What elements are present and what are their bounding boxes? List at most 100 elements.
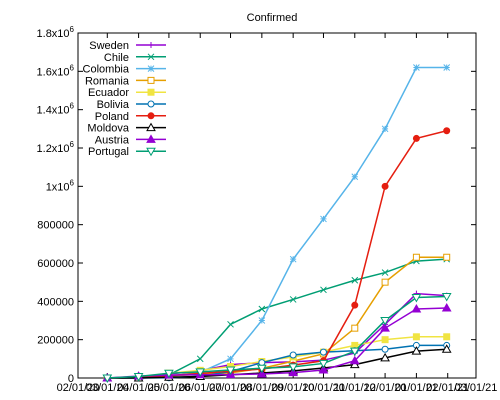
series-line: [107, 258, 447, 379]
x-tick-label: 07/01/20: [209, 382, 252, 394]
legend-label: Austria: [95, 134, 130, 146]
series-marker: [413, 64, 420, 71]
series-marker: [227, 355, 234, 363]
series-marker: [412, 253, 420, 261]
series-marker: [288, 363, 299, 372]
legend-label: Portugal: [88, 146, 129, 158]
series-marker: [146, 122, 156, 132]
legend-item-poland: Poland: [95, 111, 166, 123]
x-tick-label: 04/01/20: [117, 382, 160, 394]
legend-label: Romania: [85, 75, 130, 87]
series-marker: [256, 364, 267, 374]
series-marker: [381, 336, 389, 344]
series-marker: [441, 344, 452, 353]
legend: SwedenChileColombiaRomaniaEcuadorBolivia…: [83, 40, 166, 158]
series-marker: [380, 352, 390, 362]
x-tick-label: 02/01/20: [57, 382, 100, 394]
y-tick-label: 400000: [37, 296, 74, 308]
x-tick-label: 09/01/20: [272, 382, 315, 394]
series-line: [107, 348, 447, 379]
y-tick-label: 200000: [37, 335, 74, 347]
legend-item-ecuador: Ecuador: [88, 87, 166, 99]
series-marker: [225, 366, 236, 375]
x-tick-label: 01/01/21: [395, 382, 438, 394]
series-marker: [196, 355, 204, 363]
series-marker: [288, 367, 299, 377]
series-marker: [258, 317, 266, 324]
y-tick-label: 1.4x106: [37, 102, 75, 117]
legend-label: Colombia: [83, 64, 130, 76]
series-line: [107, 295, 447, 379]
legend-item-colombia: Colombia: [83, 64, 166, 76]
series-marker: [443, 127, 451, 135]
series-marker: [443, 333, 451, 341]
series-marker: [102, 374, 113, 384]
series-marker: [147, 65, 155, 72]
plot-frame: [77, 32, 477, 379]
series-marker: [195, 368, 206, 377]
series-marker: [147, 112, 155, 120]
series-marker: [412, 333, 420, 341]
series-marker: [318, 359, 329, 369]
series-marker: [381, 182, 389, 190]
y-tick-label: 1x106: [46, 178, 75, 193]
legend-item-moldova: Moldova: [87, 122, 166, 135]
series-portugal: [102, 293, 452, 384]
series-marker: [381, 269, 389, 276]
y-tick-label: 1.8x106: [37, 25, 75, 40]
y-axis: 0 200000 400000 600000 800000 1x106 1.2x106 1.4…: [37, 25, 476, 385]
series-marker: [380, 317, 390, 326]
series-marker: [147, 76, 155, 84]
series-marker: [164, 369, 174, 379]
series-marker: [411, 294, 422, 303]
series-marker: [412, 134, 420, 142]
series-marker: [318, 364, 329, 374]
series-marker: [351, 301, 359, 309]
series-marker: [148, 42, 154, 48]
series-marker: [381, 345, 389, 353]
series-layer: [102, 64, 452, 384]
series-marker: [147, 100, 155, 108]
series-marker: [381, 278, 389, 286]
series-marker: [443, 253, 451, 261]
chart-title: Confirmed: [247, 12, 298, 24]
legend-item-bolivia: Bolivia: [97, 99, 166, 111]
series-marker: [381, 125, 389, 133]
series-marker: [351, 276, 359, 284]
x-tick-label: 03/01/21: [455, 382, 498, 394]
series-marker: [147, 88, 155, 96]
legend-label: Chile: [104, 52, 129, 64]
y-tick-label: 0: [68, 373, 74, 385]
series-marker: [349, 355, 360, 365]
series-line: [107, 66, 447, 379]
series-marker: [289, 255, 297, 263]
series-marker: [320, 215, 327, 223]
x-tick-label: 06/01/20: [179, 382, 222, 394]
series-colombia: [103, 64, 451, 382]
series-marker: [320, 286, 327, 294]
series-marker: [351, 173, 359, 181]
series-marker: [351, 324, 359, 332]
legend-item-austria: Austria: [95, 134, 166, 146]
series-marker: [441, 293, 452, 302]
x-tick-label: 12/01/20: [364, 382, 407, 394]
y-tick-label: 600000: [37, 258, 74, 270]
series-marker: [380, 323, 390, 332]
series-marker: [441, 303, 452, 312]
series-marker: [443, 64, 451, 71]
legend-item-chile: Chile: [104, 52, 166, 64]
series-austria: [102, 303, 452, 382]
legend-item-romania: Romania: [85, 75, 166, 87]
x-tick-label: 03/01/20: [86, 382, 129, 394]
x-axis: 02/01/2003/01/2004/01/2005/01/2006/01/20…: [57, 33, 498, 394]
y-tick-label: 1.2x106: [37, 140, 75, 155]
legend-label: Moldova: [87, 123, 129, 135]
x-tick-label: 02/01/21: [426, 382, 469, 394]
x-tick-label: 05/01/20: [147, 382, 190, 394]
series-marker: [227, 320, 234, 328]
x-tick-label: 08/01/20: [240, 382, 283, 394]
series-line: [107, 130, 447, 379]
series-marker: [146, 147, 156, 157]
series-line: [107, 307, 447, 379]
